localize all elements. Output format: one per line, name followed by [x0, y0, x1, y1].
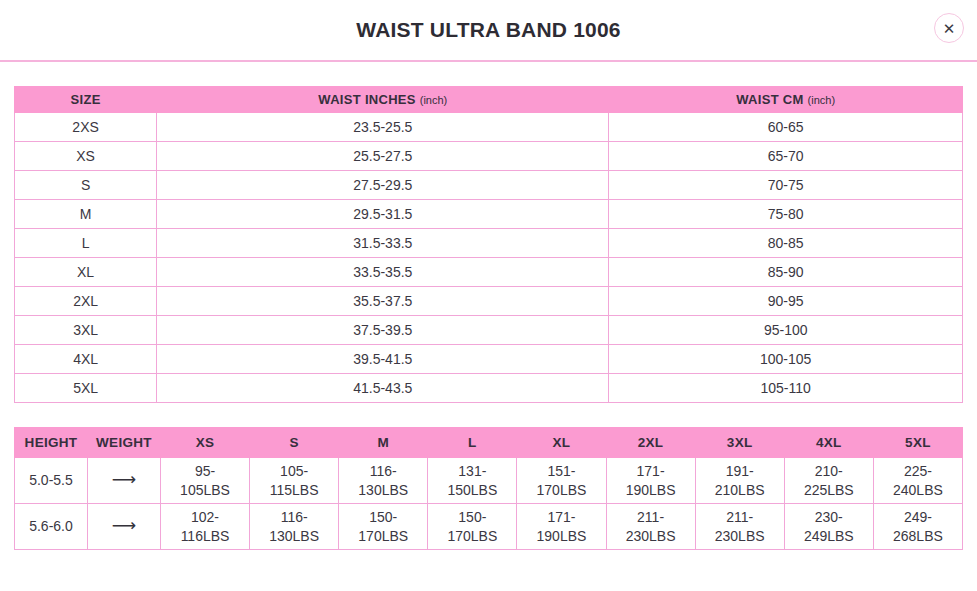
waist-inches-cell: 33.5-35.5 [157, 258, 609, 287]
waist-cm-column-label: WAIST CM [736, 92, 803, 107]
weight-column-header-s: S [250, 428, 339, 458]
height-cell: 5.6-6.0 [15, 504, 88, 550]
size-table-row: 2XS23.5-25.560-65 [15, 113, 963, 142]
waist-cm-cell: 60-65 [609, 113, 963, 142]
weight-range-cell: 151-170LBS [517, 458, 606, 504]
weight-range-cell: 102-116LBS [160, 504, 249, 550]
close-button[interactable]: ✕ [934, 13, 964, 43]
waist-inches-cell: 37.5-39.5 [157, 316, 609, 345]
size-cell: 2XL [15, 287, 157, 316]
close-icon: ✕ [943, 21, 956, 36]
size-table-header-row: SIZE WAIST INCHES (inch) WAIST CM (inch) [15, 87, 963, 113]
waist-inches-column-header: WAIST INCHES (inch) [157, 87, 609, 113]
weight-range-cell: 211-230LBS [606, 504, 695, 550]
size-column-header: SIZE [15, 87, 157, 113]
weight-range-cell: 230-249LBS [784, 504, 873, 550]
weight-column-header-2xl: 2XL [606, 428, 695, 458]
weight-column-header-m: M [339, 428, 428, 458]
size-cell: M [15, 200, 157, 229]
waist-cm-cell: 70-75 [609, 171, 963, 200]
weight-range-cell: 131-150LBS [428, 458, 517, 504]
size-table-body: 2XS23.5-25.560-65XS25.5-27.565-70S27.5-2… [15, 113, 963, 403]
size-cell: XS [15, 142, 157, 171]
waist-inches-cell: 29.5-31.5 [157, 200, 609, 229]
waist-inches-cell: 27.5-29.5 [157, 171, 609, 200]
weight-range-cell: 171-190LBS [606, 458, 695, 504]
waist-inches-column-label: WAIST INCHES [318, 92, 416, 107]
waist-cm-cell: 100-105 [609, 345, 963, 374]
weight-range-cell: 210-225LBS [784, 458, 873, 504]
waist-cm-cell: 95-100 [609, 316, 963, 345]
weight-arrow-cell: ⟶ [87, 504, 160, 550]
waist-cm-cell: 90-95 [609, 287, 963, 316]
weight-range-cell: 105-115LBS [250, 458, 339, 504]
modal-header: WAIST ULTRA BAND 1006 ✕ [0, 0, 977, 62]
weight-table-row: 5.0-5.5 ⟶ 95-105LBS105-115LBS116-130LBS131… [15, 458, 963, 504]
waist-cm-cell: 75-80 [609, 200, 963, 229]
weight-column-header-3xl: 3XL [695, 428, 784, 458]
waist-cm-cell: 80-85 [609, 229, 963, 258]
weight-table-row: 5.6-6.0⟶102-116LBS116-130LBS150-170LBS15… [15, 504, 963, 550]
weight-column-header-height: HEIGHT [15, 428, 88, 458]
waist-cm-cell: 65-70 [609, 142, 963, 171]
size-cell: L [15, 229, 157, 258]
waist-inches-cell: 23.5-25.5 [157, 113, 609, 142]
size-table-row: XS25.5-27.565-70 [15, 142, 963, 171]
size-cell: 3XL [15, 316, 157, 345]
waist-inches-cell: 41.5-43.5 [157, 374, 609, 403]
waist-cm-cell: 85-90 [609, 258, 963, 287]
size-chart-modal: WAIST ULTRA BAND 1006 ✕ SIZE WAIST INCHE… [0, 0, 977, 550]
size-cell: 4XL [15, 345, 157, 374]
size-table-row: 2XL35.5-37.590-95 [15, 287, 963, 316]
weight-range-cell: 116-130LBS [250, 504, 339, 550]
weight-column-header-weight: WEIGHT [87, 428, 160, 458]
weight-column-header-4xl: 4XL [784, 428, 873, 458]
size-table-row: 4XL39.5-41.5100-105 [15, 345, 963, 374]
weight-column-header-xs: XS [160, 428, 249, 458]
weight-range-cell: 150-170LBS [339, 504, 428, 550]
weight-table-body: 5.0-5.5⟶95-105LBS105-115LBS116-130LBS131… [15, 458, 963, 550]
weight-range-cell: 191-210LBS [695, 458, 784, 504]
size-table-row: 3XL37.5-39.595-100 [15, 316, 963, 345]
weight-column-header-l: L [428, 428, 517, 458]
waist-inches-column-sublabel: (inch) [420, 94, 448, 106]
weight-range-cell: 95-105LBS [160, 458, 249, 504]
weight-table-header-row: HEIGHTWEIGHTXSSMLXL2XL3XL4XL5XL [15, 428, 963, 458]
size-column-label: SIZE [71, 92, 101, 107]
weight-range-cell: 116-130LBS [339, 458, 428, 504]
size-table-row: 5XL41.5-43.5105-110 [15, 374, 963, 403]
size-table-row: M29.5-31.575-80 [15, 200, 963, 229]
size-cell: S [15, 171, 157, 200]
size-table-row: S27.5-29.570-75 [15, 171, 963, 200]
size-table-row: XL33.5-35.585-90 [15, 258, 963, 287]
size-cell: XL [15, 258, 157, 287]
size-cell: 2XS [15, 113, 157, 142]
weight-range-cell: 171-190LBS [517, 504, 606, 550]
size-table: SIZE WAIST INCHES (inch) WAIST CM (inch)… [14, 86, 963, 403]
weight-range-cell: 211-230LBS [695, 504, 784, 550]
weight-range-cell: 249-268LBS [873, 504, 962, 550]
weight-arrow-cell: ⟶ [87, 458, 160, 504]
weight-column-header-xl: XL [517, 428, 606, 458]
right-arrow-icon: ⟶ [112, 470, 136, 489]
weight-range-cell: 225-240LBS [873, 458, 962, 504]
waist-cm-cell: 105-110 [609, 374, 963, 403]
waist-inches-cell: 35.5-37.5 [157, 287, 609, 316]
height-cell: 5.0-5.5 [15, 458, 88, 504]
modal-body: SIZE WAIST INCHES (inch) WAIST CM (inch)… [0, 62, 977, 550]
waist-inches-cell: 31.5-33.5 [157, 229, 609, 258]
weight-table: HEIGHTWEIGHTXSSMLXL2XL3XL4XL5XL 5.0-5.5 ⟶… [14, 427, 963, 550]
weight-range-cell: 150-170LBS [428, 504, 517, 550]
waist-inches-cell: 25.5-27.5 [157, 142, 609, 171]
waist-cm-column-sublabel: (inch) [808, 94, 836, 106]
waist-inches-cell: 39.5-41.5 [157, 345, 609, 374]
right-arrow-icon: ⟶ [112, 516, 136, 535]
waist-cm-column-header: WAIST CM (inch) [609, 87, 963, 113]
page-title: WAIST ULTRA BAND 1006 [356, 18, 620, 42]
size-cell: 5XL [15, 374, 157, 403]
size-table-row: L31.5-33.580-85 [15, 229, 963, 258]
weight-column-header-5xl: 5XL [873, 428, 962, 458]
